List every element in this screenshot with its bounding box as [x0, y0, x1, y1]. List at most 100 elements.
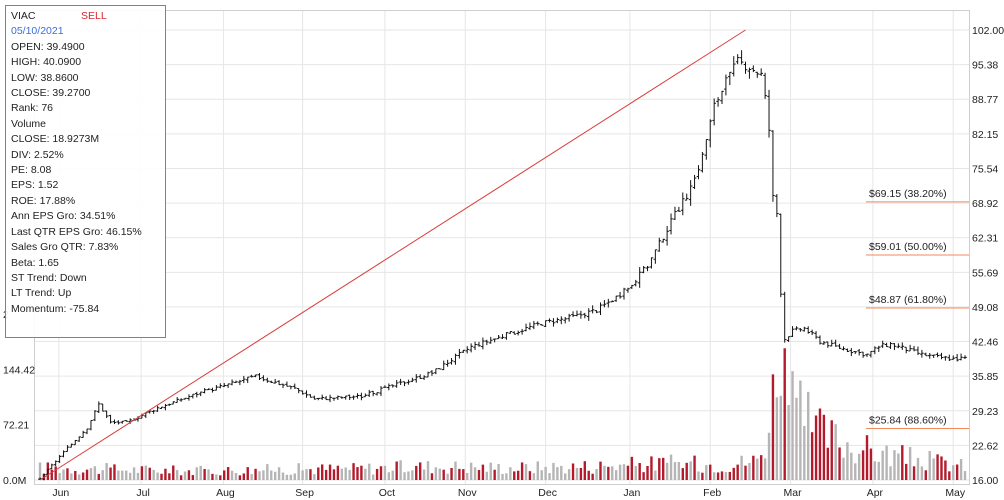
volume-bar — [552, 462, 555, 480]
volume-bar — [458, 468, 461, 480]
volume-bar — [693, 455, 696, 480]
volume-bar — [807, 391, 810, 480]
volume-bar — [685, 462, 688, 480]
volume-bar — [759, 455, 763, 480]
volume-bar — [767, 432, 771, 480]
volume-bar — [273, 471, 277, 480]
volume-bar — [293, 473, 296, 480]
volume-bar — [446, 473, 449, 480]
volume-bar — [477, 470, 481, 480]
month-tick-label: Mar — [784, 487, 803, 499]
volume-bar — [136, 472, 140, 480]
ticker-symbol: VIAC — [11, 10, 36, 22]
volume-bar — [183, 471, 187, 480]
volume-bar — [117, 470, 120, 480]
volume-bar — [430, 473, 434, 480]
volume-bar — [281, 472, 285, 480]
volume-bar — [164, 468, 167, 480]
last-qtr-eps-growth: Last QTR EPS Gro: 46.15% — [11, 225, 142, 238]
volume-bar — [697, 471, 700, 480]
candlesticks — [38, 50, 967, 481]
volume-bar — [411, 470, 414, 480]
volume-bar — [144, 465, 148, 480]
volume-bar — [822, 414, 826, 480]
month-tick-label: Dec — [538, 487, 557, 499]
volume-bar — [473, 467, 477, 480]
fibonacci-levels: $69.15 (38.20%) $59.01 (50.00%) $48.87 (61… — [866, 188, 969, 430]
volume-bar — [673, 462, 677, 480]
volume-bar — [897, 453, 900, 480]
volume-bar — [720, 471, 724, 480]
plot-frame — [34, 10, 970, 485]
volume-bar — [305, 469, 308, 480]
volume-bar — [223, 470, 226, 480]
volume-bar — [215, 474, 218, 480]
eps: EPS: 1.52 — [11, 179, 59, 192]
volume-bar — [426, 461, 430, 480]
volume-bar — [952, 465, 955, 480]
volume-bar — [736, 464, 739, 480]
volume-bar — [795, 397, 798, 480]
volume-bar — [89, 468, 93, 480]
volume-bar — [532, 473, 536, 480]
volume-bar — [646, 465, 649, 480]
volume-bar — [728, 471, 732, 480]
volume-bar — [38, 462, 42, 480]
volume-bar — [285, 474, 289, 480]
volume-bar — [422, 469, 426, 480]
volume-bar — [254, 468, 257, 480]
volume-bar — [195, 467, 198, 480]
volume-bar — [724, 472, 728, 480]
volume-bar — [748, 462, 751, 480]
month-tick-label: Sep — [295, 487, 314, 499]
volume-bar — [548, 473, 551, 480]
volume-bar — [332, 469, 336, 480]
volume-bar — [501, 473, 504, 480]
volume-bar — [865, 435, 869, 480]
volume-bar — [438, 468, 441, 480]
volume-bar — [140, 466, 144, 480]
price-tick-label: 88.77 — [972, 94, 998, 106]
volume-bar — [681, 468, 684, 480]
volume-bar — [842, 457, 845, 480]
volume-bar — [611, 466, 614, 480]
volume-bar — [622, 464, 626, 480]
volume-bar — [556, 467, 559, 480]
volume-bar — [924, 470, 928, 480]
momentum: Momentum: -75.84 — [11, 302, 100, 315]
volume-bar — [881, 450, 884, 480]
volume-bar — [932, 458, 935, 480]
volume-bar — [277, 467, 281, 480]
volume-bar — [642, 472, 645, 480]
volume-tick-label: 144.42 — [3, 364, 35, 376]
volume-label: Volume — [11, 117, 47, 130]
volume-bar — [226, 467, 230, 480]
volume-bar — [125, 470, 128, 480]
fib-level-label: $25.84 (88.60%) — [869, 415, 947, 427]
volume-bar — [936, 454, 939, 480]
volume-bar — [885, 445, 888, 480]
volume-bar — [313, 474, 316, 480]
volume-bar — [375, 468, 379, 480]
volume-bar — [466, 472, 469, 480]
volume-bar — [912, 466, 916, 480]
volume-bar — [387, 472, 391, 480]
fib-level-label: $48.87 (61.80%) — [869, 294, 947, 306]
volume-bar — [54, 466, 57, 480]
trend-line — [39, 29, 746, 481]
volume-bar — [575, 467, 579, 480]
volume-bar — [211, 473, 214, 480]
volume-bar — [571, 463, 575, 480]
volume-bar — [152, 469, 155, 480]
price-tick-label: 29.23 — [972, 406, 998, 418]
beta: Beta: 1.65 — [11, 256, 59, 269]
volume-bar — [191, 475, 195, 480]
volume-bar — [364, 468, 367, 480]
volume-bar — [826, 447, 830, 480]
month-axis: Jun Jul Aug Sep Oct Nov Dec Jan Feb Mar Apr May — [52, 487, 966, 499]
volume-bar — [614, 470, 618, 480]
volume-bar — [861, 450, 865, 480]
volume-bar — [505, 473, 508, 480]
volume-bar — [258, 471, 261, 480]
